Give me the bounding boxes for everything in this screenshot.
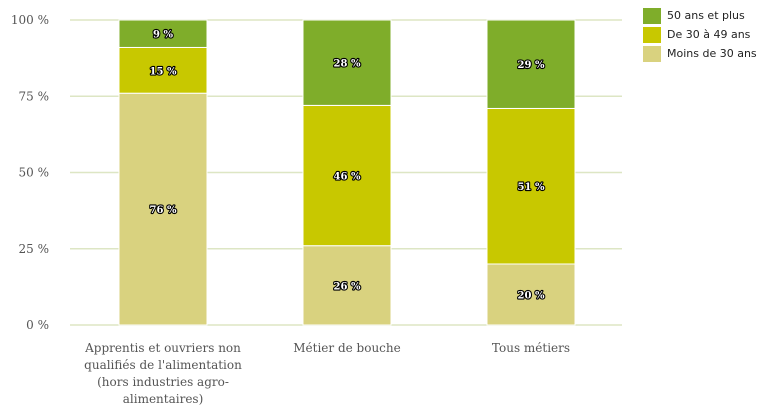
data-label: 9 % [153, 30, 173, 41]
x-category-label: alimentaires) [123, 392, 204, 406]
legend-item-50-plus[interactable]: 50 ans et plus [643, 6, 757, 25]
legend-label: De 30 à 49 ans [667, 28, 751, 41]
bar-segment [486, 107, 576, 265]
legend-item-30-49[interactable]: De 30 à 49 ans [643, 25, 757, 44]
bar-segment [118, 19, 208, 48]
bar-segment [486, 19, 576, 109]
legend-label: 50 ans et plus [667, 9, 745, 22]
bar-segment [118, 46, 208, 94]
bar-segment [118, 92, 208, 326]
data-label: 46 % [334, 172, 361, 183]
legend-item-under-30[interactable]: Moins de 30 ans [643, 44, 757, 63]
x-category-label: qualifiés de l'alimentation [84, 358, 242, 372]
bar-segment [486, 263, 576, 326]
legend-swatch [643, 26, 661, 43]
data-label: 76 % [150, 205, 177, 216]
y-tick-label: 0 % [26, 318, 49, 332]
bar-segment [302, 245, 392, 326]
data-label: 29 % [518, 60, 545, 71]
bar-segment [302, 19, 392, 106]
y-tick-label: 25 % [19, 242, 50, 256]
data-label: 15 % [150, 66, 177, 77]
y-tick-label: 75 % [19, 89, 50, 103]
data-label: 51 % [518, 182, 545, 193]
legend-label: Moins de 30 ans [667, 47, 757, 60]
y-tick-label: 100 % [11, 13, 49, 27]
y-tick-label: 50 % [19, 166, 50, 180]
legend: 50 ans et plus De 30 à 49 ans Moins de 3… [643, 6, 757, 63]
x-category-label: Tous métiers [492, 341, 570, 355]
x-category-label: Apprentis et ouvriers non [84, 341, 241, 355]
data-label: 26 % [334, 281, 361, 292]
bar-segment [302, 104, 392, 247]
legend-swatch [643, 45, 661, 62]
legend-swatch [643, 7, 661, 24]
data-label: 28 % [334, 59, 361, 70]
data-label: 20 % [518, 291, 545, 302]
x-category-label: Métier de bouche [293, 341, 400, 355]
x-category-label: (hors industries agro- [97, 375, 229, 389]
